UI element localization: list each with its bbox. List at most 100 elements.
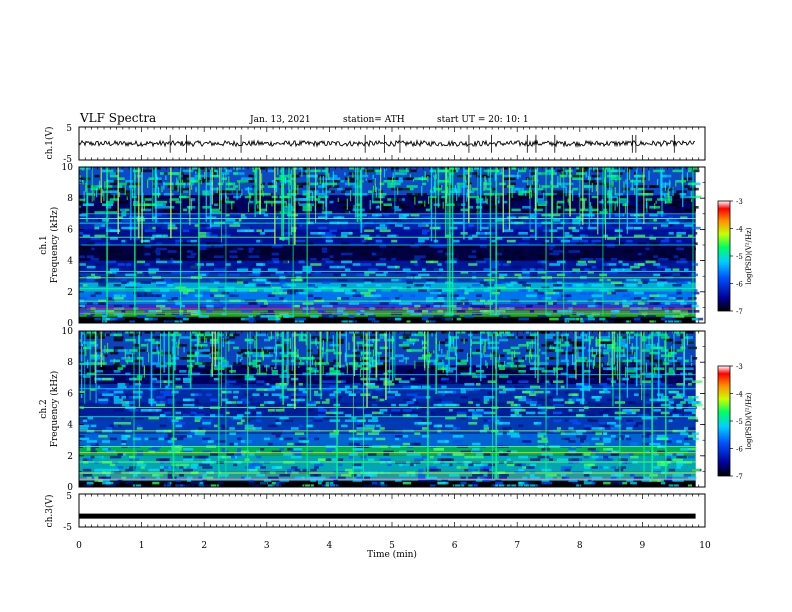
spectrogram-top-noise [527, 178, 529, 186]
spectrogram-speckle [294, 182, 307, 186]
spectrogram-speckle [113, 304, 123, 308]
spectrogram-speckle [630, 455, 639, 459]
spectrogram-top-noise [487, 169, 489, 177]
spectrogram-speckle [660, 252, 666, 256]
spectrogram-speckle [202, 409, 212, 412]
spectrogram-speckle [556, 226, 564, 230]
spectrogram-speckle [321, 401, 330, 404]
spectrogram-speckle [684, 474, 691, 477]
spectrogram-speckle [368, 258, 377, 261]
spectrogram-speckle [429, 268, 440, 271]
spectrogram-speckle [622, 481, 628, 485]
spectrogram-speckle [414, 416, 425, 420]
spectrogram-speckle [129, 216, 138, 219]
spectrogram-speckle [263, 302, 269, 305]
spectrogram-speckle [144, 273, 150, 277]
spectrogram-speckle [491, 375, 496, 378]
spectrogram-top-noise [412, 179, 415, 182]
spectrogram-speckle [233, 390, 239, 394]
spectrogram-speckle [344, 193, 351, 196]
spectrogram-speckle [595, 242, 601, 245]
spectrogram-speckle [518, 455, 528, 459]
spectrogram-speckle [310, 203, 317, 206]
spectrogram-speckle [587, 271, 594, 274]
spectrogram-speckle [653, 367, 658, 370]
spectrogram-speckle [306, 294, 314, 297]
spectrogram-speckle [233, 333, 240, 337]
spectrogram-speckle [198, 484, 205, 487]
spectrogram-speckle [499, 367, 505, 370]
spectrogram-speckle [687, 310, 700, 313]
spectrogram-speckle [637, 200, 645, 204]
spectrogram-speckle [159, 258, 171, 261]
spectrogram-speckle [117, 383, 129, 386]
spectrogram-speckle [568, 265, 579, 269]
spectrogram-top-noise [260, 173, 263, 184]
spectrogram-speckle [684, 185, 690, 188]
spectrogram-speckle [217, 182, 224, 186]
spectrogram-speckle [183, 455, 192, 459]
spectrogram-top-noise [142, 192, 144, 203]
spectrogram-speckle [672, 437, 684, 441]
spectrogram-speckle [676, 289, 682, 292]
spectrogram-speckle [441, 372, 452, 376]
spectrogram-speckle [402, 341, 408, 344]
spectrogram-speckle [140, 195, 149, 199]
spectrogram-speckle [263, 229, 276, 232]
spectrogram-speckle [283, 453, 293, 456]
spectrogram-speckle [206, 232, 212, 235]
spectrogram-speckle [641, 252, 650, 256]
spectrogram-speckle [233, 172, 239, 175]
spectrogram-speckle [610, 281, 623, 284]
spectrogram-speckle [630, 265, 640, 269]
spectrogram-top-noise [585, 171, 587, 178]
spectrogram-speckle [186, 242, 199, 245]
spectrogram-speckle [275, 180, 283, 183]
spectrogram-speckle [421, 435, 429, 438]
spectrogram-speckle [156, 252, 161, 256]
spectrogram-speckle [263, 200, 272, 204]
spectrogram-speckle [379, 245, 387, 248]
spectrogram-top-noise [220, 193, 223, 201]
spectrogram-speckle [310, 367, 318, 370]
spectrogram-speckle [475, 294, 482, 297]
spectrogram-speckle [283, 437, 293, 441]
spectrogram-speckle [691, 242, 698, 245]
spectrogram-speckle [290, 304, 301, 308]
spectrogram-speckle [167, 320, 175, 323]
spectrogram-speckle [553, 367, 563, 370]
spectrogram-speckle [121, 294, 127, 297]
spectrogram-speckle [495, 208, 503, 212]
spectrogram-speckle [687, 396, 695, 399]
spectrogram-speckle [421, 317, 429, 321]
spectrogram-top-noise [231, 201, 233, 210]
spectrogram-speckle [448, 336, 459, 339]
spectrogram-speckle [676, 255, 685, 258]
spectrogram-speckle [645, 432, 653, 435]
spectrogram-speckle [684, 219, 694, 222]
spectrogram-speckle [132, 383, 142, 386]
spectrogram-speckle [198, 232, 209, 235]
spectrogram-speckle [626, 401, 636, 404]
spectrogram-speckle [171, 422, 180, 425]
spectrogram-speckle [653, 273, 660, 277]
spectrogram-speckle [302, 310, 311, 313]
spectrogram-speckle [159, 302, 166, 305]
spectrogram-speckle [545, 271, 557, 274]
spectrogram-speckle [606, 208, 618, 212]
spectrogram-speckle [398, 294, 403, 297]
spectrogram-speckle [263, 479, 272, 482]
spectrogram-speckle [364, 427, 375, 430]
spectrogram-speckle [333, 237, 345, 240]
spectrogram-speckle [591, 437, 600, 441]
spectrogram-speckle [360, 336, 370, 339]
spectrogram-speckle [456, 411, 467, 415]
spectrogram-speckle [383, 453, 390, 456]
spectrogram-speckle [556, 200, 565, 204]
spectrogram-speckle [491, 271, 498, 274]
spectrogram-speckle [183, 450, 193, 454]
spectrogram-speckle [618, 341, 626, 344]
spectrogram-speckle [595, 304, 602, 308]
spectrogram-speckle [279, 255, 291, 258]
